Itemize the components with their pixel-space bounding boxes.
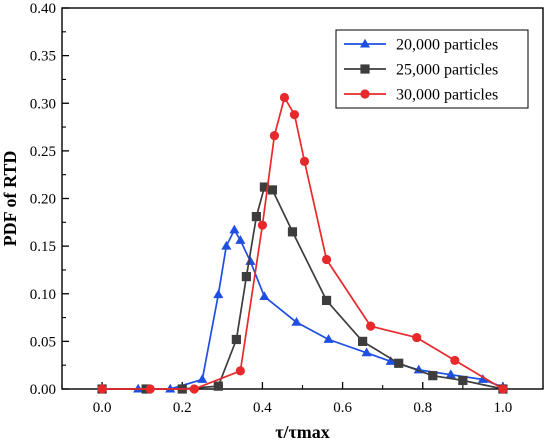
data-point-triangle [445, 369, 456, 379]
y-tick-label: 0.00 [30, 382, 56, 398]
data-point-square [458, 375, 468, 386]
data-point-triangle [323, 334, 334, 343]
data-point-circle [498, 384, 508, 394]
data-point-triangle [221, 240, 232, 250]
x-tick-label: 0.4 [253, 400, 272, 416]
data-point-square [241, 272, 251, 282]
x-axis-title: τ/τmax [275, 422, 330, 442]
y-tick-label: 0.30 [30, 96, 56, 112]
legend-label: 25,000 particles [396, 62, 498, 79]
data-point-circle [366, 321, 376, 331]
data-point-triangle [133, 383, 144, 393]
y-tick-label: 0.20 [30, 192, 56, 208]
data-point-square [428, 371, 438, 381]
data-point-triangle [235, 235, 246, 244]
series-layer [97, 92, 508, 394]
data-point-circle [299, 156, 310, 166]
data-point-circle [145, 384, 155, 394]
y-tick-label: 0.40 [30, 1, 56, 17]
data-point-square [213, 381, 223, 391]
data-point-circle [235, 366, 245, 376]
data-point-circle [269, 131, 280, 141]
data-point-circle [189, 384, 199, 394]
legend-label: 20,000 particles [396, 37, 498, 54]
x-axis: 0.0 0.2 0.4 0.6 0.8 1.0 [61, 382, 544, 416]
data-point-triangle [229, 224, 240, 234]
data-point-square [358, 336, 368, 346]
x-tick-label: 0.6 [333, 400, 352, 416]
legend-label: 30,000 particles [396, 87, 498, 104]
y-axis-title: PDF of RTD [0, 151, 20, 247]
y-tick-label: 0.35 [30, 49, 56, 65]
legend: 20,000 particles 25,000 particles 30,000 p… [335, 29, 529, 109]
data-point-circle [257, 220, 268, 230]
series-line [102, 96, 504, 390]
x-tick-label: 0.8 [413, 400, 432, 416]
data-point-square [360, 64, 370, 74]
data-point-square [259, 182, 270, 192]
x-tick-label: 1.0 [494, 400, 513, 416]
y-tick-label: 0.25 [30, 144, 56, 160]
data-point-circle [97, 384, 107, 394]
data-point-square [267, 185, 278, 195]
data-point-circle [360, 89, 370, 99]
data-point-square [287, 227, 298, 237]
data-point-square [321, 295, 332, 306]
y-tick-label: 0.10 [30, 287, 56, 303]
y-axis: 0.00 0.05 0.10 0.15 0.20 0.25 0.30 0.35 0.40 [30, 1, 69, 398]
x-tick-label: 0.2 [173, 400, 192, 416]
data-point-circle [412, 332, 422, 343]
data-point-triangle [385, 356, 396, 365]
data-point-triangle [245, 256, 256, 265]
data-point-square [251, 211, 262, 222]
data-point-triangle [213, 289, 224, 299]
data-point-square [394, 358, 404, 368]
series-2 [97, 182, 508, 394]
data-point-triangle [359, 38, 371, 48]
data-point-triangle [197, 374, 208, 383]
legend-item: 20,000 particles [344, 37, 498, 54]
data-point-circle [279, 92, 290, 103]
data-point-triangle [165, 383, 176, 393]
data-point-triangle [477, 374, 488, 383]
y-tick-label: 0.15 [30, 239, 56, 255]
series-line [102, 186, 504, 390]
series-1 [97, 224, 508, 393]
data-point-circle [450, 355, 460, 366]
data-point-triangle [361, 347, 372, 357]
x-tick-label: 0.0 [93, 400, 112, 416]
series-line [102, 229, 504, 390]
series-3 [97, 92, 508, 394]
data-point-circle [321, 254, 332, 265]
data-point-triangle [259, 291, 270, 301]
y-tick-label: 0.05 [30, 334, 56, 350]
legend-item: 25,000 particles [344, 62, 498, 79]
data-point-square [231, 334, 241, 345]
legend-item: 30,000 particles [344, 87, 498, 104]
data-point-circle [289, 110, 300, 120]
data-point-triangle [291, 317, 302, 326]
